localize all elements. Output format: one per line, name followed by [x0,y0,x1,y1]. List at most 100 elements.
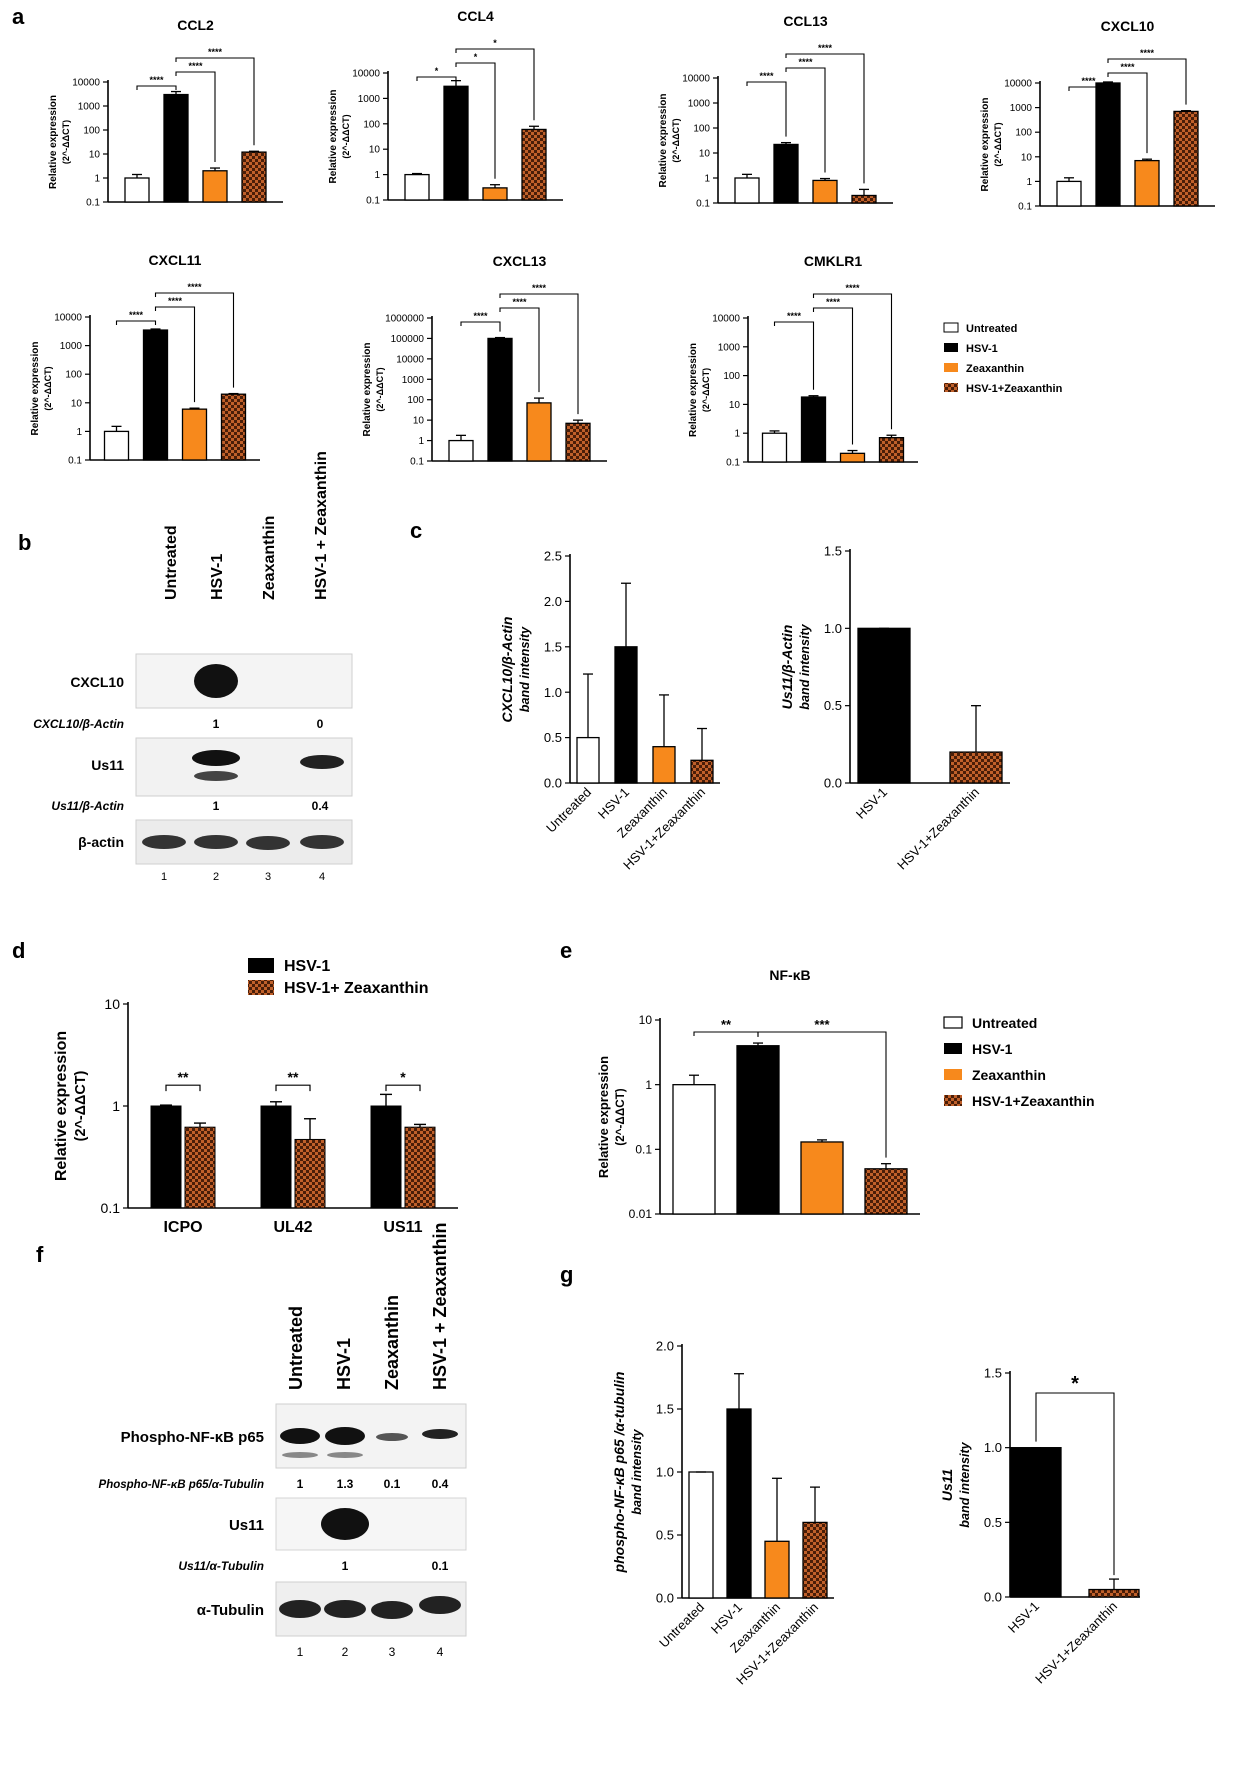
y-tick-label: 10000 [1004,79,1032,90]
y-tick-label: 0.5 [824,698,842,713]
y-tick-label: 0.5 [544,730,562,745]
y-tick-label: 1 [645,1078,652,1092]
y-tick-label: 100 [363,119,380,130]
significance-bracket [175,71,216,163]
y-tick-label: 0.1 [726,458,740,469]
y-axis-label-sub: (2^-ΔΔCT) [61,120,71,164]
bar-zeaxanthin [1134,159,1160,207]
bar-hsv-1-zeaxanthin [220,393,247,461]
x-tick-label: HSV-1 [853,785,890,822]
significance-label: * [435,66,439,76]
y-axis-label: Us11 [939,1469,955,1502]
significance-label: * [1071,1373,1079,1395]
y-axis-label-sub: band intensity [798,623,812,709]
chart-title: NF-κB [769,967,810,983]
significance-label: **** [188,61,203,71]
y-tick-label: 10000 [712,314,740,325]
significance-label: **** [1081,76,1096,86]
significance-bracket [812,293,893,430]
legend-swatch-hsv1 [944,343,958,352]
legend-e: Untreated HSV-1 Zeaxanthin HSV-1+Zeaxant… [943,1015,1095,1109]
y-tick-label: 10000 [682,74,710,85]
bar-hsv-1 [736,1045,780,1215]
bar-zeaxanthin [800,1141,844,1215]
bar-hsv-1 [1010,1447,1062,1598]
significance-bracket [154,292,235,388]
y-tick-label: 1 [418,436,424,447]
y-tick-label: 10 [89,150,101,161]
significance-bracket [175,57,255,146]
panel-label-e: e [560,938,572,963]
significance-bracket [785,67,826,173]
bar-hsv-1-zeaxanthin [802,1521,828,1599]
bar-hsv-1 [773,143,799,204]
bar-hsv1-ul42 [260,1105,292,1209]
blot-b-band-actin-4 [300,835,344,849]
y-tick-label: 2.5 [544,549,562,564]
x-tick-label: HSV-1 [1005,1599,1042,1636]
blot-f-band-us11-2 [321,1508,369,1540]
legend-d-swatch-hsv1 [248,958,274,973]
significance-bracket [165,1084,201,1092]
blot-f-ratio-us11-lane2: 1 [342,1559,349,1573]
significance-label: **** [787,311,802,321]
significance-label: * [493,38,497,48]
y-tick-label: 0.1 [696,199,710,210]
y-tick-label: 1.0 [544,685,562,700]
y-tick-label: 10 [413,416,425,427]
significance-bracket [416,76,457,81]
bar-hsv-1-zeaxanthin [241,151,267,203]
significance-bracket [1068,86,1109,91]
blot-b-lane-label-2: HSV-1 [209,554,226,600]
y-tick-label: 1.0 [984,1440,1002,1455]
blot-f-ratio-label-phospho: Phospho-NF-κB p65/α-Tubulin [99,1479,264,1491]
y-tick-label: 10 [71,398,83,409]
y-tick-label: 2.0 [544,594,562,609]
blot-b-ratio-cxcl10-lane4: 0 [317,717,324,731]
significance-label: **** [818,43,833,53]
significance-bracket [773,321,815,390]
blot-f-lane-label-4: HSV-1 + Zeaxanthin [430,1222,450,1390]
legend-e-label-hsv1: HSV-1 [972,1041,1013,1057]
legend-d-swatch-combo [248,980,274,995]
legend-e-swatch-combo [944,1095,962,1106]
bar-untreated [734,177,760,204]
y-tick-label: 0.1 [86,198,100,209]
chart-title: CXCL10 [1101,18,1155,34]
blot-f-ratio-phospho-lane4: 0.4 [432,1477,449,1491]
blot-f-band-phospho-1 [280,1428,320,1444]
blot-b-band-actin-3 [246,836,290,850]
bar-untreated [672,1084,716,1215]
panel-label-a: a [12,4,25,29]
chart-ccl2: 0.1 1 10 100 1000 10000 CCL2 Relative expressio… [48,17,283,209]
blot-f-lane-label-2: HSV-1 [334,1338,354,1390]
blot-b-lane-label-3: Zeaxanthin [261,516,278,600]
significance-label: * [400,1069,406,1085]
x-tick-label: Untreated [543,785,594,836]
blot-b-lane-num-3: 3 [265,871,271,883]
bar-hsv-1-zeaxanthin [851,194,877,204]
chart-cxcl10: 0.1 1 10 100 1000 10000 CXCL10 Relative express… [980,18,1215,213]
y-tick-label: 1000 [718,342,741,353]
y-tick-label: 10 [369,145,381,156]
bar-hsv-1 [800,396,827,463]
y-tick-label: 1 [734,429,740,440]
significance-label: **** [512,297,527,307]
x-tick-label: UL42 [273,1219,312,1236]
y-axis-label: phospho-NF-κB p65 /α-tubulin [611,1372,627,1574]
bar-hsv-1 [487,337,513,462]
significance-bracket [746,81,787,137]
significance-label: **** [187,282,202,292]
x-tick-label: Untreated [656,1600,707,1651]
significance-bracket [499,307,540,393]
blot-b-band-us11-combo [300,755,344,769]
chart-title: CMKLR1 [804,253,863,269]
bar-combo-us11 [404,1126,436,1209]
significance-label: ** [178,1069,189,1085]
significance-label: **** [208,47,223,57]
y-axis-label: Relative expression [328,90,339,184]
y-tick-label: 0.01 [629,1207,653,1221]
bar-zeaxanthin [482,187,508,201]
bar-hsv-1 [857,627,911,784]
